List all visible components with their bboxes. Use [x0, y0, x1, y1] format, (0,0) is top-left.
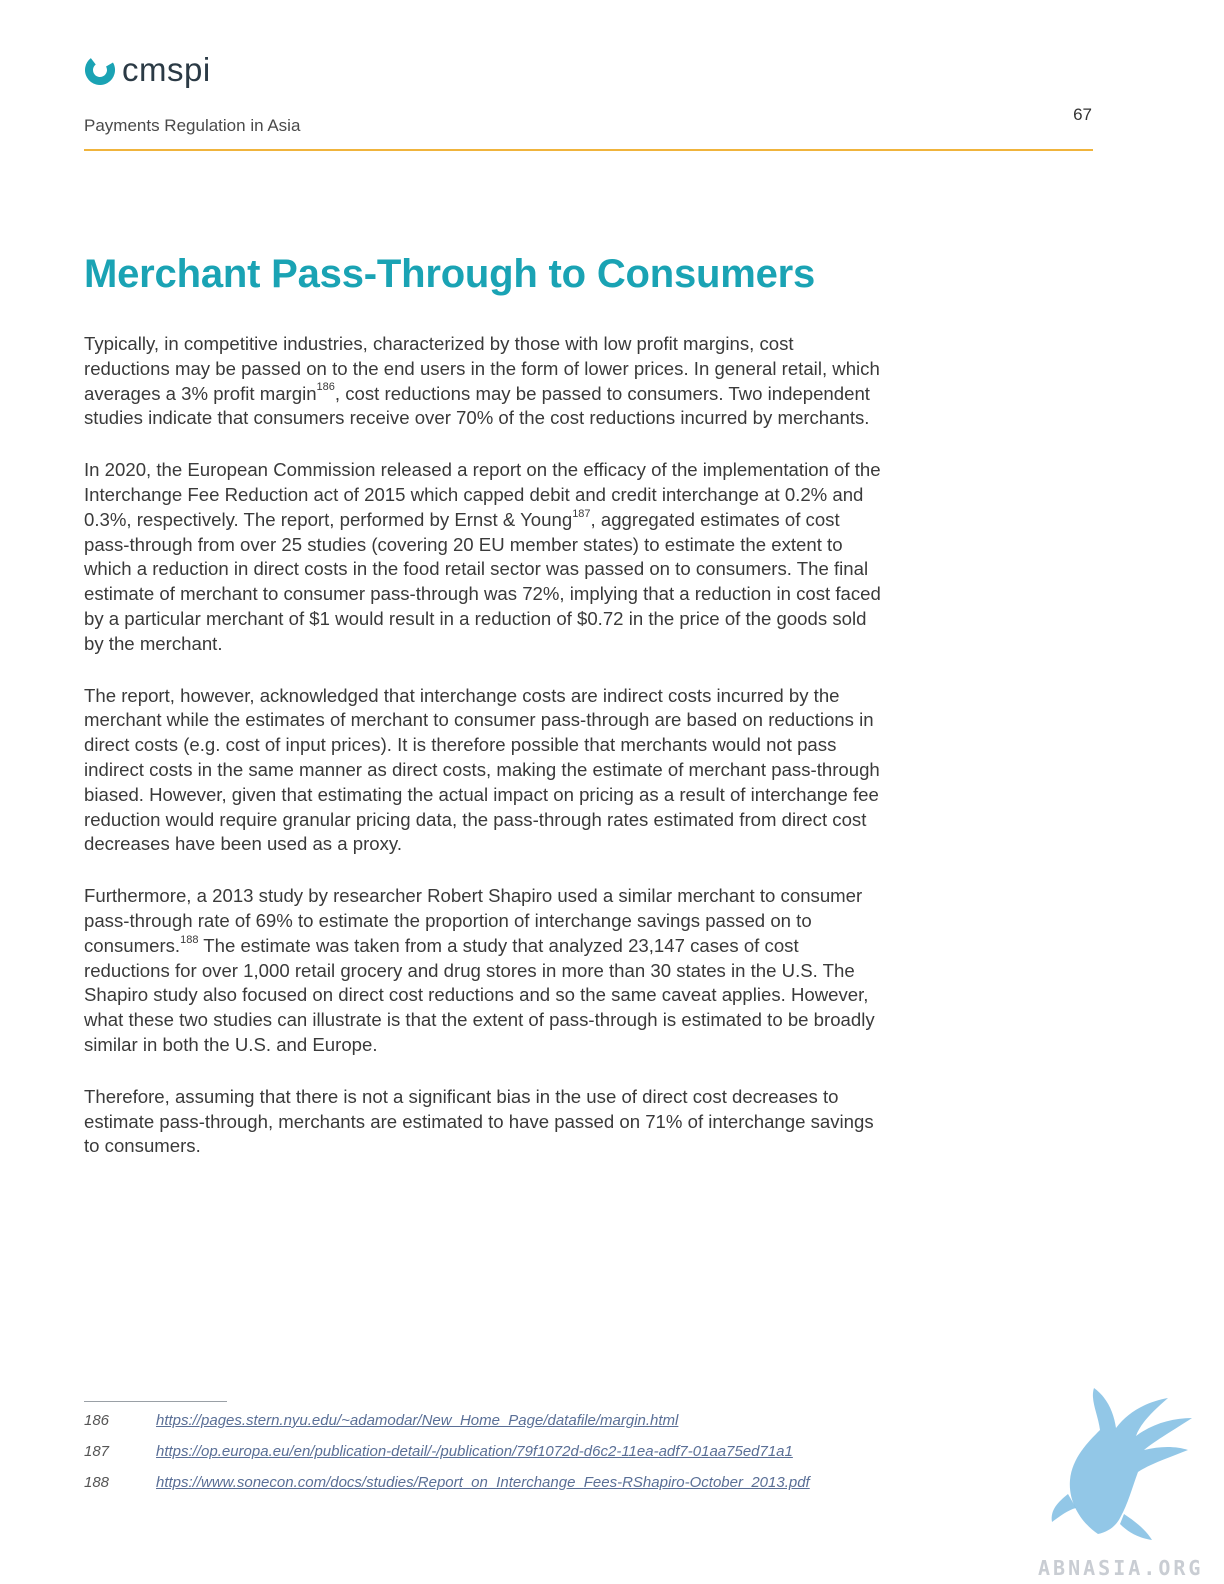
paragraph-1-text-b: , cost reductions may be passed to consu…: [84, 382, 870, 429]
brand-logo: cmspi: [84, 52, 211, 88]
paragraph-1: Typically, in competitive industries, ch…: [84, 332, 884, 431]
footnote-187: 187 https://op.europa.eu/en/publication-…: [84, 1436, 810, 1467]
paragraph-4-text-b: The estimate was taken from a study that…: [84, 934, 875, 1055]
watermark-text: ABNASIA.ORG: [1038, 1556, 1204, 1580]
footnote-link[interactable]: https://www.sonecon.com/docs/studies/Rep…: [156, 1474, 810, 1491]
footnote-divider: [84, 1401, 227, 1402]
page-number: 67: [1073, 105, 1092, 124]
paragraph-4-text-a: Furthermore, a 2013 study by researcher …: [84, 885, 863, 956]
running-title: Payments Regulation in Asia: [84, 116, 301, 135]
footnote-number: 186: [84, 1412, 110, 1429]
footnote-ref-186[interactable]: 186: [316, 381, 335, 394]
paragraph-2-text-a: In 2020, the European Commission release…: [84, 459, 881, 530]
paragraph-1-text-a: Typically, in competitive industries, ch…: [84, 333, 880, 404]
header-divider: [84, 149, 1093, 151]
footnote-number: 187: [84, 1443, 110, 1460]
footnote-link[interactable]: https://pages.stern.nyu.edu/~adamodar/Ne…: [156, 1412, 679, 1429]
footnote-link[interactable]: https://op.europa.eu/en/publication-deta…: [156, 1443, 793, 1460]
section-title: Merchant Pass-Through to Consumers: [84, 252, 816, 296]
paragraph-2-text-b: , aggregated estimates of cost pass-thro…: [84, 508, 881, 654]
footnote-186: 186 https://pages.stern.nyu.edu/~adamoda…: [84, 1405, 810, 1436]
paragraph-5: Therefore, assuming that there is not a …: [84, 1085, 874, 1157]
footnotes: 186 https://pages.stern.nyu.edu/~adamoda…: [84, 1405, 810, 1498]
griffin-icon: [1051, 1388, 1192, 1540]
brand-name: cmspi: [122, 51, 211, 88]
footnote-188: 188 https://www.sonecon.com/docs/studies…: [84, 1467, 810, 1498]
cmspi-logo-icon: [85, 54, 115, 85]
body-text: Typically, in competitive industries, ch…: [84, 332, 884, 1186]
footnote-ref-188[interactable]: 188: [180, 933, 199, 946]
paragraph-4: Furthermore, a 2013 study by researcher …: [84, 884, 884, 1058]
paragraph-3: The report, however, acknowledged that i…: [84, 684, 880, 855]
footnote-ref-187[interactable]: 187: [572, 507, 591, 520]
paragraph-2: In 2020, the European Commission release…: [84, 458, 884, 656]
footnote-number: 188: [84, 1474, 110, 1491]
